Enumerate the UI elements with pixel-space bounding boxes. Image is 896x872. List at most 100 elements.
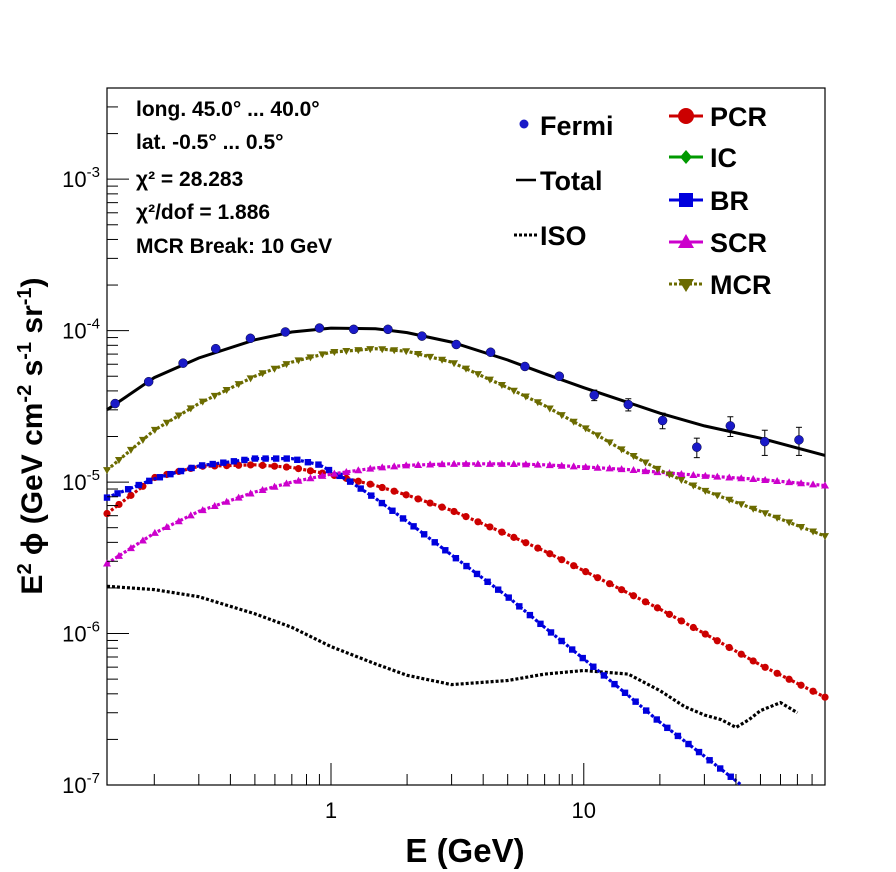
marker-br [706,757,713,764]
marker-scr [629,466,638,474]
marker-pcr [785,675,793,683]
marker-pcr [115,500,123,509]
marker-br [209,460,216,468]
marker-mcr [306,354,315,362]
legend-scr-marker [678,234,694,248]
marker-pcr [534,544,542,552]
marker-mcr [821,533,829,541]
x-tick-label: 10 [572,798,596,823]
marker-scr [509,459,518,467]
marker-scr [234,493,243,501]
marker-scr [701,471,710,479]
marker-br [494,586,502,593]
fermi-point [692,442,702,452]
marker-mcr [270,365,279,373]
marker-pcr [510,533,518,541]
marker-mcr [103,467,111,475]
marker-pcr [282,463,291,471]
y-axis-title-prefix: E [16,575,49,595]
marker-pcr [653,604,662,612]
marker-br [420,531,428,538]
marker-mcr [773,514,782,522]
marker-scr [426,460,435,468]
marker-scr [785,478,794,486]
annotation-mcr-break: MCR Break: 10 GeV [136,235,332,258]
marker-pcr [797,681,805,689]
marker-mcr [617,446,626,454]
marker-scr [713,472,722,480]
fermi-point [623,399,634,410]
series-scr [103,459,829,567]
marker-pcr [378,483,386,492]
marker-mcr [473,371,482,379]
fermi-point [451,339,462,350]
marker-scr [569,462,578,470]
marker-br [378,499,386,507]
marker-pcr [606,580,614,588]
marker-mcr [318,351,327,359]
marker-scr [809,480,818,488]
marker-mcr [258,370,267,378]
marker-scr [521,460,530,468]
marker-mcr [605,439,614,447]
marker-br [410,523,417,530]
marker-mcr [677,476,686,484]
marker-scr [545,461,554,469]
marker-br [135,481,142,489]
marker-scr [414,460,423,468]
marker-mcr [497,382,506,390]
marker-scr [641,467,650,475]
marker-scr [103,559,111,567]
marker-scr [126,544,135,552]
marker-scr [330,469,339,477]
marker-pcr [594,574,602,582]
marker-scr [306,474,315,482]
fermi-point [280,327,291,337]
marker-scr [821,481,829,489]
marker-br [621,689,629,697]
marker-mcr [126,446,135,454]
marker-pcr [570,562,578,570]
marker-pcr [247,461,255,469]
marker-mcr [282,361,291,369]
marker-pcr [582,568,590,576]
fermi-point [314,323,325,333]
legend-scr-label: SCR [710,228,767,258]
marker-mcr [162,419,171,427]
marker-pcr [354,477,362,485]
marker-br [653,716,660,723]
marker-pcr [701,630,709,638]
marker-scr [114,551,123,559]
marker-br [283,455,290,462]
marker-mcr [330,348,339,356]
marker-pcr [629,592,638,600]
marker-br [336,472,343,480]
marker-mcr [174,412,183,420]
marker-br [664,724,671,732]
marker-mcr [521,393,530,401]
marker-mcr [402,348,411,356]
tick-layer: 1 10 10-7 10-6 10-5 10-4 10-3 [62,87,826,823]
marker-scr [174,517,183,525]
marker-mcr [485,376,494,384]
marker-mcr [713,492,722,500]
series-line-total [106,326,826,457]
legend-mcr-marker [678,279,694,292]
marker-scr [402,461,411,469]
marker-mcr [593,432,602,440]
marker-pcr [677,617,686,625]
marker-scr [749,475,758,483]
marker-br [558,637,565,645]
legend-fermi-marker [519,119,529,129]
y-tick-label: 10-5 [62,467,100,495]
marker-br [505,594,512,601]
marker-br [537,620,544,628]
legend-left: Fermi Total ISO [514,111,614,251]
marker-br [103,494,111,501]
marker-br [716,765,724,772]
marker-scr [318,471,327,479]
marker-mcr [557,412,566,420]
marker-br [251,455,259,462]
marker-br [685,740,692,748]
marker-scr [605,464,614,472]
